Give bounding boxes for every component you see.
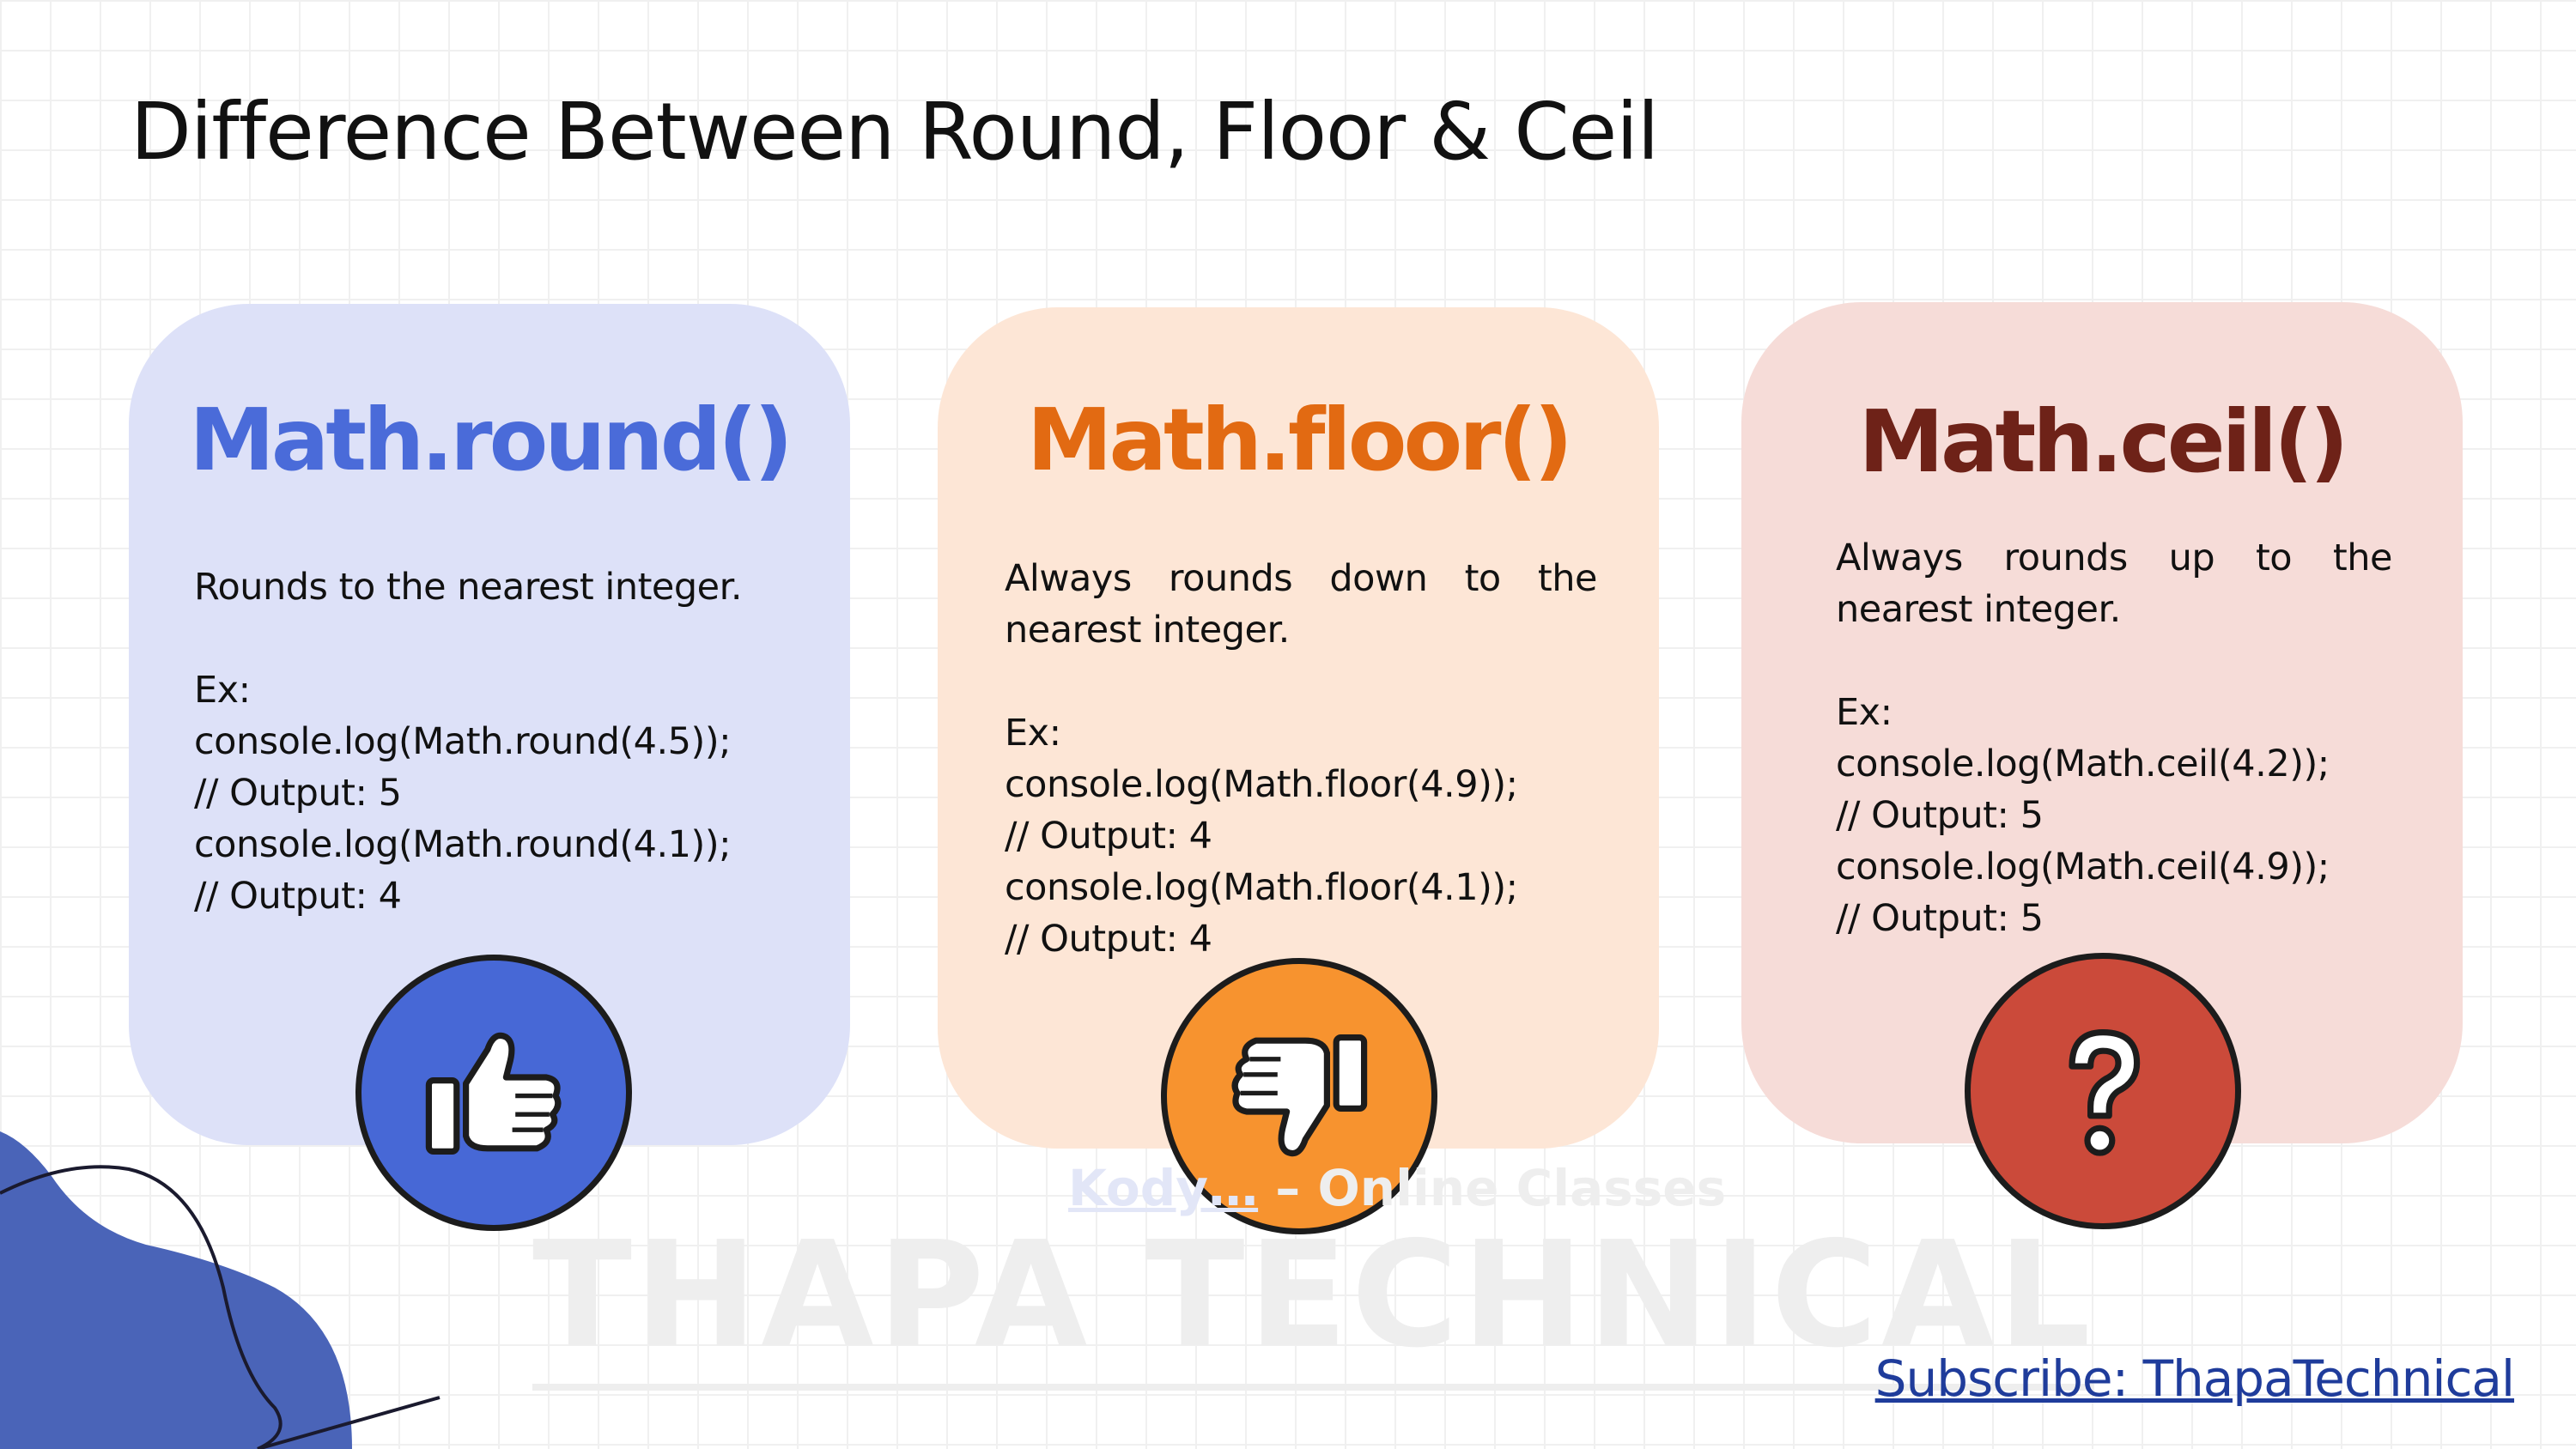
thumbs-down-badge [1161, 958, 1437, 1234]
card-math-ceil: Math.ceil() Always rounds up to the near… [1741, 302, 2463, 1143]
card-heading: Math.floor() [1027, 390, 1573, 490]
card-body: Always rounds up to the nearest integer.… [1836, 532, 2393, 944]
example-label: Ex: [1836, 691, 1893, 734]
code-line: // Output: 5 [1836, 897, 2044, 940]
watermark-main: THAPA TECHNICAL [532, 1210, 2094, 1391]
thumbs-up-icon [425, 1032, 562, 1155]
card-body: Rounds to the nearest integer. Ex: conso… [194, 561, 787, 922]
watermark-brand: Kody… [1068, 1159, 1259, 1217]
code-line: // Output: 4 [194, 875, 402, 918]
code-line: console.log(Math.floor(4.9)); [1005, 763, 1518, 806]
code-line: // Output: 4 [1005, 815, 1212, 858]
card-description: Rounds to the nearest integer. [194, 566, 743, 609]
code-line: // Output: 4 [1005, 918, 1212, 961]
thumbs-down-icon [1231, 1034, 1368, 1157]
card-heading: Math.ceil() [1858, 391, 2348, 492]
code-line: console.log(Math.ceil(4.9)); [1836, 846, 2330, 888]
code-line: console.log(Math.ceil(4.2)); [1836, 743, 2330, 785]
example-label: Ex: [1005, 712, 1061, 755]
card-heading: Math.round() [189, 390, 793, 490]
card-description: Always rounds up to the nearest integer. [1836, 537, 2393, 631]
example-label: Ex: [194, 669, 251, 712]
card-math-floor: Math.floor() Always rounds down to the n… [938, 307, 1659, 1149]
watermark-tagline-text: – Online Classes [1258, 1159, 1727, 1217]
question-badge [1965, 953, 2241, 1229]
code-line: console.log(Math.round(4.5)); [194, 720, 732, 763]
subscribe-link[interactable]: Subscribe: ThapaTechnical [1874, 1349, 2515, 1408]
code-line: // Output: 5 [194, 772, 402, 815]
code-line: console.log(Math.floor(4.1)); [1005, 866, 1518, 909]
page-title: Difference Between Round, Floor & Ceil [131, 86, 1659, 178]
code-line: console.log(Math.round(4.1)); [194, 823, 732, 866]
card-body: Always rounds down to the nearest intege… [1005, 553, 1598, 965]
thumbs-up-badge [355, 955, 632, 1231]
question-mark-icon [2069, 1029, 2141, 1156]
card-description: Always rounds down to the nearest intege… [1005, 557, 1598, 652]
decorative-blob [0, 1131, 440, 1449]
code-line: // Output: 5 [1836, 794, 2044, 837]
watermark-tagline: Kody… – Online Classes [1068, 1159, 1726, 1217]
